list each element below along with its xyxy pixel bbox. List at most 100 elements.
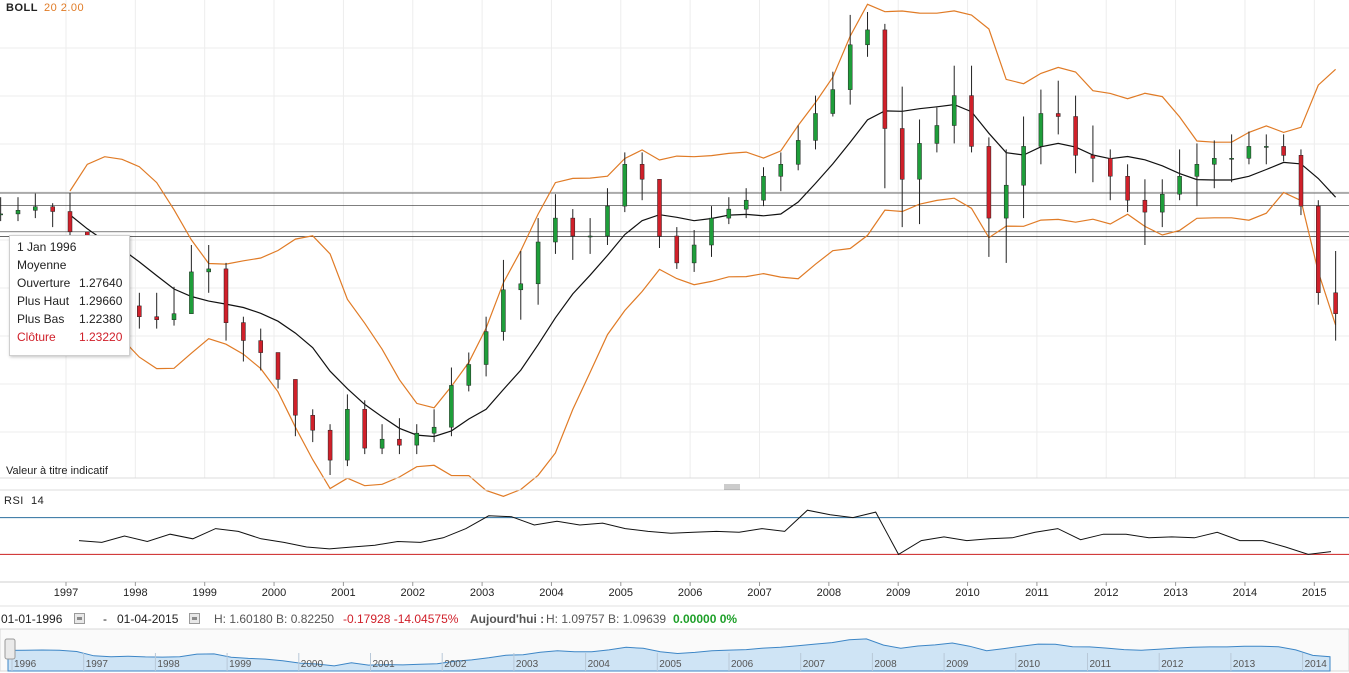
candle <box>1090 125 1096 183</box>
candle-body <box>813 113 818 141</box>
range-from-input[interactable]: 01-01-1996 <box>1 612 63 626</box>
navigator-year-label: 2012 <box>1161 659 1184 670</box>
candle-body <box>466 364 472 386</box>
candle <box>397 418 402 455</box>
candle-body <box>67 211 73 233</box>
bollinger-bands <box>69 3 1337 497</box>
x-tick-label: 2011 <box>1025 587 1049 599</box>
candle <box>1212 140 1217 189</box>
x-tick-label: 2004 <box>539 587 563 599</box>
candle-body <box>223 268 229 323</box>
candle <box>1264 134 1269 165</box>
candle-body <box>639 164 645 180</box>
candle-body <box>795 140 801 165</box>
candle-body <box>553 217 558 243</box>
range-to-input[interactable]: 01-04-2015 <box>117 612 179 626</box>
navigator-year-label: 1997 <box>86 659 109 670</box>
navigator-year-label: 2006 <box>731 659 754 670</box>
candle <box>553 194 558 254</box>
candle-body <box>691 244 697 264</box>
to-calendar-icon[interactable] <box>189 613 200 624</box>
candle-body <box>293 379 298 416</box>
candle-body <box>1212 158 1217 165</box>
tooltip-open-value: 1.27640 <box>79 276 123 290</box>
candle <box>674 227 680 269</box>
candle-body <box>1316 205 1321 293</box>
horizontal-reference-lines <box>0 192 1349 237</box>
candle <box>657 179 662 248</box>
navigator-year-label: 1996 <box>14 659 37 670</box>
candle <box>414 424 420 455</box>
rsi-params: 14 <box>30 495 45 507</box>
boll-name: BOLL <box>6 2 38 14</box>
candle-body <box>969 95 974 147</box>
candle <box>189 245 194 314</box>
candle <box>795 125 801 171</box>
candle-body <box>15 210 21 215</box>
x-tick-label: 2001 <box>331 587 355 599</box>
candle-body <box>622 164 628 207</box>
x-tick-label: 2009 <box>886 587 910 599</box>
candle-body <box>1021 146 1026 186</box>
navigator-handle-left[interactable] <box>4 638 16 660</box>
tooltip-low-label: Plus Bas <box>17 312 65 326</box>
from-calendar-icon[interactable] <box>74 613 85 624</box>
candle-body <box>674 235 680 264</box>
candle-body <box>414 432 420 446</box>
x-tick-label: 2012 <box>1094 587 1118 599</box>
candle <box>969 65 974 153</box>
candle-body <box>605 205 610 237</box>
candle <box>882 23 888 189</box>
candle <box>293 379 298 437</box>
candle <box>743 188 749 219</box>
candle <box>15 197 21 222</box>
candle-body <box>1073 116 1078 156</box>
disclaimer: Valeur à titre indicatif <box>6 465 108 477</box>
x-tick-label: 2003 <box>470 587 494 599</box>
navigator-year-label: 2009 <box>946 659 969 670</box>
candle-body <box>778 164 784 177</box>
navigator-year-label: 2014 <box>1305 659 1328 670</box>
navigator-area <box>7 638 1331 672</box>
tooltip-close-label: Clôture <box>17 330 56 344</box>
candle <box>275 352 281 389</box>
tooltip-date: 1 Jan 1996 <box>17 240 77 254</box>
navigator-year-label: 1999 <box>229 659 252 670</box>
navigator-year-label: 2004 <box>588 659 611 670</box>
navigator-year-label: 2008 <box>874 659 897 670</box>
candle-body <box>379 438 385 449</box>
tooltip-close-value: 1.23220 <box>79 330 123 344</box>
candle <box>258 328 263 371</box>
candle-body <box>1194 164 1200 177</box>
x-tick-label: 1998 <box>123 587 147 599</box>
navigator-year-label: 2000 <box>301 659 324 670</box>
navigator-year-label: 2001 <box>373 659 396 670</box>
candle <box>1108 149 1113 201</box>
candle-body <box>1229 158 1234 160</box>
today-change: 0.00000 0% <box>673 612 738 626</box>
candle <box>1142 179 1148 245</box>
candle-body <box>1177 176 1182 195</box>
candle-body <box>934 125 940 144</box>
candle <box>518 251 524 320</box>
candle <box>899 86 905 228</box>
candle <box>1073 95 1078 174</box>
x-tick-label: 2013 <box>1163 587 1187 599</box>
range-bar: 01-01-1996 - 01-04-2015 H: 1.60180 B: 0.… <box>0 609 1349 629</box>
navigator[interactable]: 1996 1997 1998 1999 2000 2001 2002 2003 2004 2005… <box>0 628 1349 672</box>
candle-body <box>1038 113 1044 147</box>
candle-body <box>483 331 489 365</box>
resize-handle-icon[interactable] <box>724 484 740 490</box>
candle-body <box>501 289 506 332</box>
candle <box>137 292 142 329</box>
candle <box>0 197 3 222</box>
candle-body <box>258 340 263 353</box>
candle <box>310 409 315 443</box>
rsi-line <box>78 509 1332 556</box>
candle <box>1038 89 1044 165</box>
candle-body <box>518 283 524 291</box>
candle <box>865 12 870 57</box>
candle-body <box>535 241 541 285</box>
rsi-pane <box>0 489 1349 556</box>
candle-body <box>830 89 836 114</box>
